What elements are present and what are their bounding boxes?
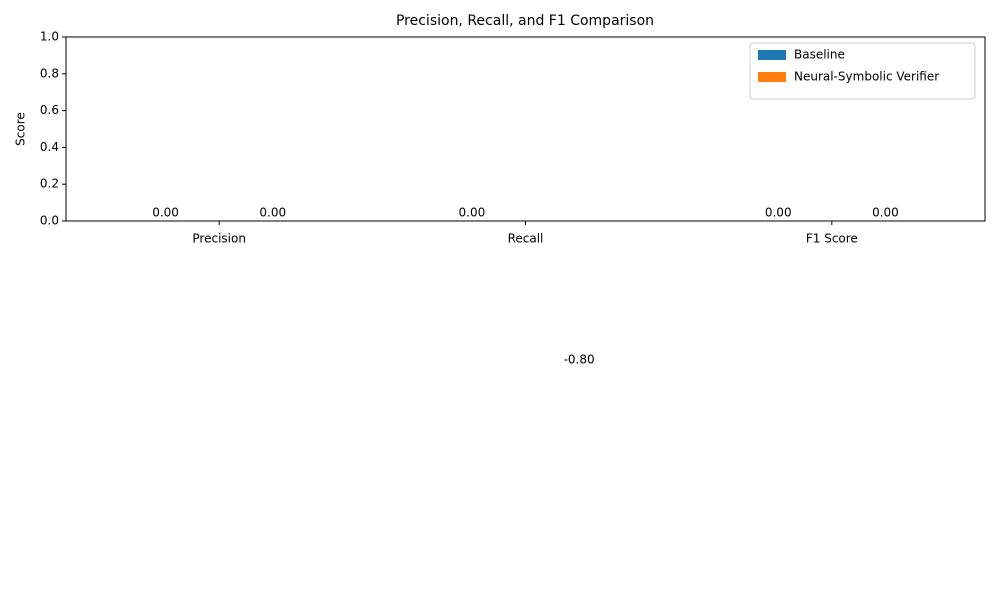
legend-label: Baseline [794, 48, 845, 62]
x-tick-label: F1 Score [806, 232, 858, 246]
y-tick-label: 0.4 [40, 140, 59, 154]
value-label: 0.00 [765, 206, 792, 220]
y-tick-label: 0.2 [40, 177, 59, 191]
y-tick-label: 0.0 [40, 214, 59, 228]
value-label: 0.00 [152, 206, 179, 220]
y-tick-label: 1.0 [40, 30, 59, 44]
y-tick-label: 0.6 [40, 103, 59, 117]
y-tick-label: 0.8 [40, 66, 59, 80]
value-label: 0.00 [872, 206, 899, 220]
legend-swatch [758, 50, 786, 60]
value-label: 0.00 [459, 206, 486, 220]
legend-box [749, 42, 976, 100]
legend-swatch [758, 72, 786, 82]
value-label: 0.00 [259, 206, 286, 220]
value-label: -0.80 [564, 353, 595, 367]
y-axis-label: Score [14, 112, 28, 146]
x-tick-label: Recall [508, 232, 544, 246]
x-tick-label: Precision [192, 232, 246, 246]
chart-title: Precision, Recall, and F1 Comparison [396, 13, 654, 29]
legend-label: Neural-Symbolic Verifier [794, 70, 939, 84]
